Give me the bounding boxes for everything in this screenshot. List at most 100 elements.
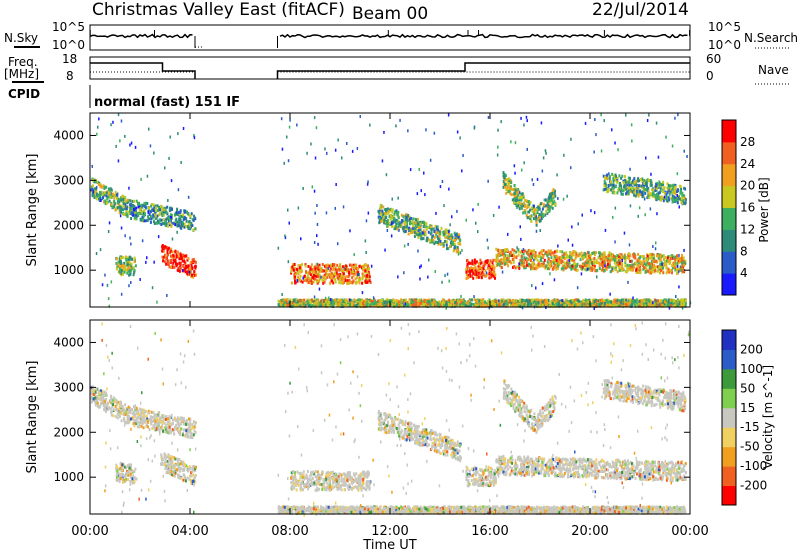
power-cell — [540, 213, 543, 217]
power-cell — [165, 221, 168, 225]
power-cell — [187, 222, 190, 226]
power-cell — [521, 192, 524, 196]
power-cell — [342, 269, 345, 273]
power-cell — [636, 259, 639, 263]
power-cell — [385, 209, 388, 213]
power-cell — [447, 234, 450, 238]
power-cell — [543, 258, 546, 262]
power-cell — [127, 267, 130, 271]
power-cell — [453, 242, 456, 246]
power-cell — [614, 184, 617, 188]
power-cell — [339, 302, 342, 306]
power-cell — [565, 251, 568, 255]
power-cell — [519, 202, 522, 206]
power-cell — [659, 187, 662, 191]
power-cell — [465, 277, 468, 280]
power-cell — [154, 214, 157, 218]
power-cell — [513, 192, 516, 196]
power-cell — [421, 220, 424, 224]
power-cell — [404, 218, 407, 222]
power-cell — [382, 213, 385, 217]
power-cell — [434, 240, 437, 244]
power-cell — [279, 302, 281, 306]
power-cell — [541, 300, 544, 304]
power-cell — [684, 198, 687, 202]
power-cell — [626, 263, 629, 267]
power-cell — [312, 280, 315, 284]
power-cell — [370, 302, 373, 305]
power-cell — [514, 199, 517, 203]
power-cell — [120, 206, 123, 210]
power-cell — [605, 265, 608, 269]
power-cell — [637, 264, 640, 268]
power-cell — [162, 221, 165, 225]
power-cell — [116, 206, 119, 210]
power-cell — [488, 272, 491, 275]
power-cell — [393, 225, 396, 229]
power-cell — [634, 299, 637, 303]
power-cell — [513, 198, 516, 202]
power-cell — [575, 298, 578, 302]
power-cell — [397, 299, 400, 303]
power-cell — [415, 300, 418, 304]
power-cell — [613, 255, 616, 258]
power-cell — [417, 233, 420, 237]
power-cell — [645, 263, 647, 267]
power-cell — [605, 187, 608, 191]
power-cell — [651, 252, 654, 256]
power-cell — [159, 218, 162, 222]
power-cell — [285, 298, 288, 302]
power-cell — [610, 303, 612, 307]
power-cell — [301, 263, 303, 267]
power-cell — [306, 302, 309, 306]
power-cell — [297, 275, 300, 279]
power-cell — [467, 276, 470, 280]
power-cell — [513, 194, 516, 198]
power-cell — [358, 265, 361, 269]
power-cell — [602, 174, 605, 178]
power-cell — [378, 208, 381, 212]
power-cell — [446, 300, 449, 304]
power-cell — [321, 275, 324, 279]
power-cell — [309, 265, 312, 269]
power-cell — [436, 225, 439, 229]
power-cell — [121, 208, 124, 212]
power-cell — [638, 259, 641, 263]
power-cell — [526, 216, 529, 220]
power-cell — [308, 281, 311, 285]
power-cell — [536, 258, 539, 262]
power-cell — [403, 215, 406, 219]
power-cell — [179, 212, 182, 216]
power-cell — [427, 230, 430, 234]
power-cell — [158, 220, 161, 224]
power-cell — [610, 180, 612, 184]
power-cell — [652, 193, 655, 197]
power-cell — [520, 254, 523, 258]
power-cell — [499, 253, 502, 257]
power-cell — [357, 300, 360, 304]
power-cell — [115, 196, 118, 200]
power-cell — [352, 274, 355, 278]
power-cell — [516, 196, 519, 200]
power-cell — [132, 207, 135, 211]
power-cell — [438, 304, 441, 308]
power-cell — [132, 213, 135, 217]
power-cell — [514, 266, 517, 270]
power-cell — [291, 265, 294, 269]
power-cell — [341, 265, 344, 269]
power-cell — [667, 304, 670, 307]
power-cell — [124, 212, 127, 216]
power-cell — [637, 262, 640, 266]
power-cell — [172, 261, 175, 265]
power-cell — [579, 252, 582, 256]
power-cell — [190, 212, 193, 216]
power-cell — [435, 232, 438, 236]
power-cell — [300, 269, 303, 273]
power-cell — [183, 225, 186, 229]
power-cell — [303, 275, 306, 278]
power-cell — [130, 266, 133, 270]
power-cell — [332, 275, 335, 279]
power-cell — [379, 215, 381, 219]
power-cell — [653, 304, 656, 308]
power-cell — [356, 275, 358, 279]
